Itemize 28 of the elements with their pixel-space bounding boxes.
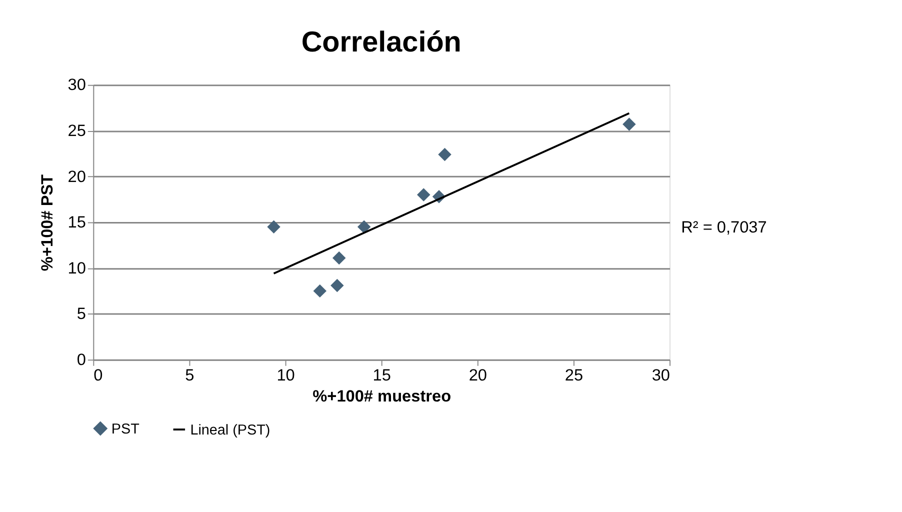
point bbox=[313, 284, 326, 298]
y-tick-label: 10 bbox=[68, 259, 86, 278]
x-axis-title: %+100# muestreo bbox=[312, 387, 452, 406]
point bbox=[267, 220, 280, 234]
y-axis-title: %+100# PST bbox=[38, 174, 56, 272]
x-tick-label: 30 bbox=[652, 366, 670, 384]
x-tick-label: 0 bbox=[94, 366, 103, 384]
y-tick-label: 20 bbox=[68, 168, 86, 186]
y-tick-label: 15 bbox=[68, 214, 86, 232]
x-tick-label: 20 bbox=[468, 366, 487, 384]
y-tick-label: 5 bbox=[76, 305, 86, 324]
point bbox=[332, 251, 346, 265]
x-tick-label: 15 bbox=[372, 366, 391, 384]
y-tick-label: 30 bbox=[68, 76, 86, 94]
point bbox=[622, 118, 636, 131]
y-tick-label: 0 bbox=[76, 350, 86, 369]
point bbox=[357, 220, 371, 234]
x-tick-label: 25 bbox=[564, 366, 584, 384]
y-tick-label: 25 bbox=[68, 122, 86, 140]
x-tick-label: 5 bbox=[185, 366, 194, 384]
legend-label: PST bbox=[111, 421, 140, 438]
point bbox=[417, 188, 430, 202]
legend-label: Lineal (PST) bbox=[190, 422, 270, 438]
point bbox=[330, 278, 344, 292]
x-tick-label: 10 bbox=[276, 366, 295, 384]
text: R² = 0,7037 bbox=[681, 218, 767, 237]
point bbox=[438, 148, 452, 162]
chart-title: Correlación bbox=[301, 26, 462, 58]
